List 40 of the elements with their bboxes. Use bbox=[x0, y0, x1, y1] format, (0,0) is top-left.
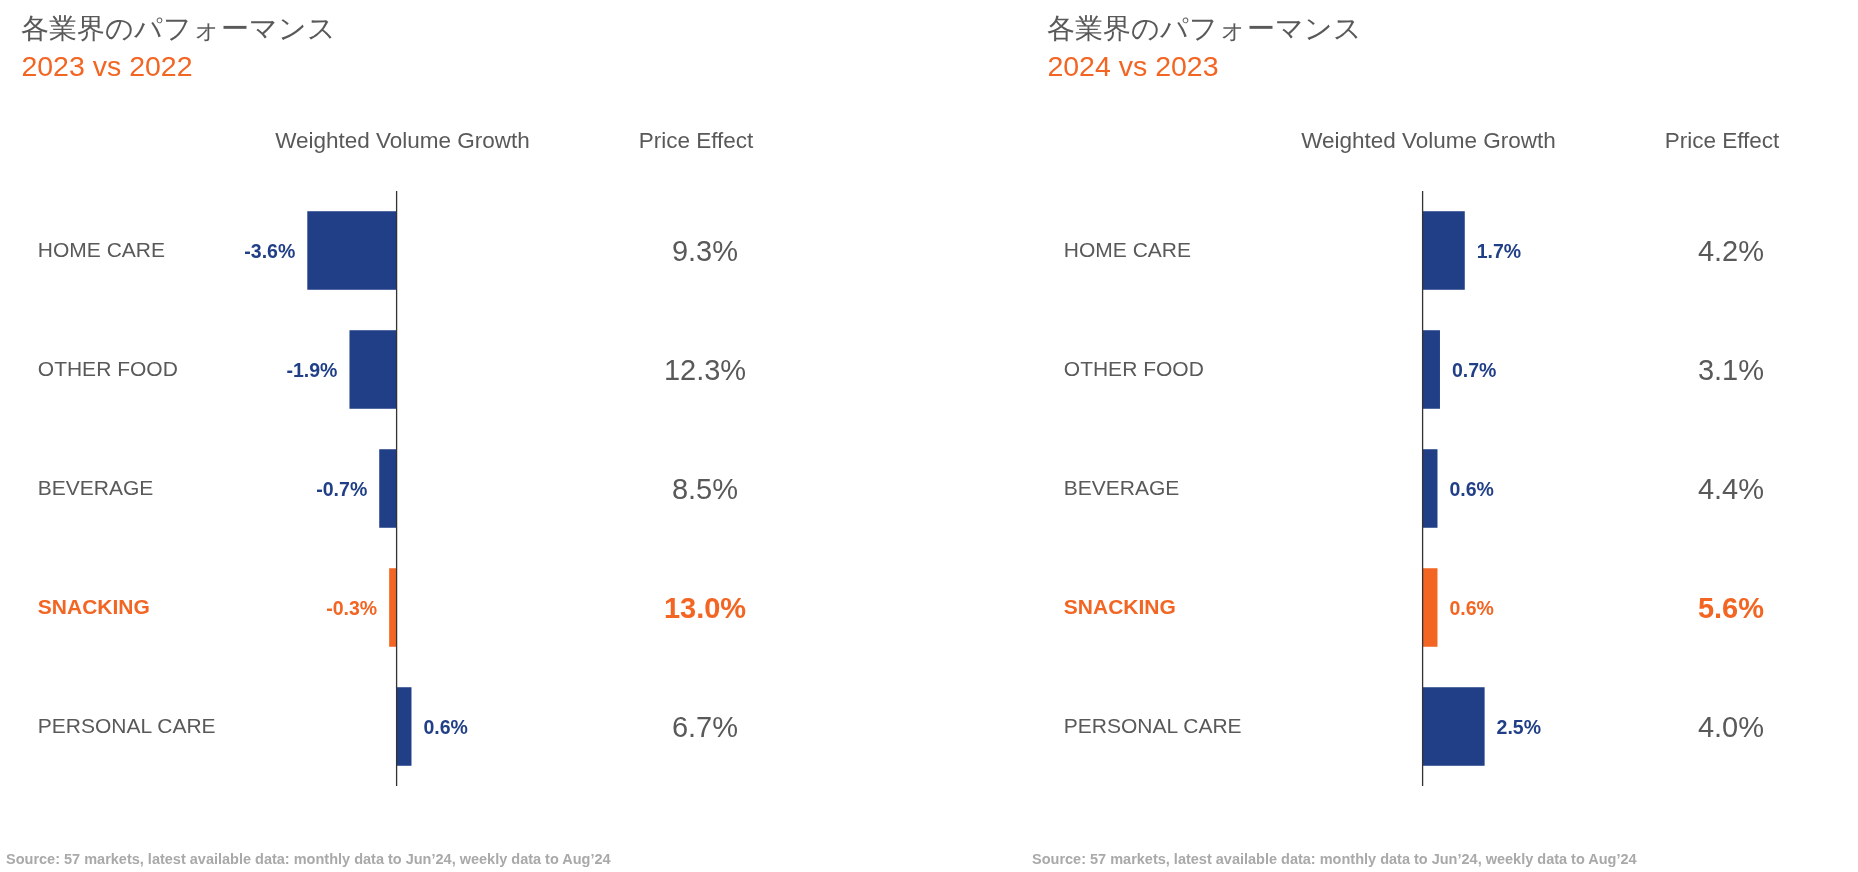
data-label: 0.6% bbox=[423, 715, 468, 738]
chart-title: 各業界のパフォーマンス bbox=[21, 13, 337, 44]
data-label: 4.2% bbox=[1697, 234, 1765, 267]
y-tick-label: SNACKING bbox=[37, 595, 150, 618]
data-label: -1.9% bbox=[286, 358, 338, 381]
data-label: 8.5% bbox=[671, 472, 739, 505]
y-tick-label: HOME CARE bbox=[1063, 238, 1191, 261]
y-tick-label: BEVERAGE bbox=[1063, 476, 1180, 499]
chart-subtitle: 2023 vs 2022 bbox=[21, 49, 193, 82]
data-label: -3.6% bbox=[244, 239, 296, 262]
source-note: Source: 57 markets, latest available data: monthly data to Jun’24, weekly data to Aug’24 bbox=[6, 851, 611, 867]
y-tick-label: BEVERAGE bbox=[37, 476, 154, 499]
data-label: 2.5% bbox=[1496, 715, 1542, 738]
y-tick-label: OTHER FOOD bbox=[1063, 357, 1204, 380]
data-label: 13.0% bbox=[663, 591, 747, 624]
x-axis-title: Weighted Volume Growth bbox=[1301, 128, 1556, 153]
x-axis-title: Weighted Volume Growth bbox=[275, 128, 530, 153]
data-label: 4.4% bbox=[1697, 472, 1765, 505]
data-label: 6.7% bbox=[671, 710, 739, 743]
y-tick-label: HOME CARE bbox=[37, 238, 165, 261]
source-note: Source: 57 markets, latest available data: monthly data to Jun’24, weekly data to Aug’24 bbox=[1032, 851, 1637, 867]
data-label: 1.7% bbox=[1476, 239, 1522, 262]
data-label: 0.7% bbox=[1451, 358, 1497, 381]
y-tick-label: SNACKING bbox=[1063, 595, 1176, 618]
chart-title: Price Effect bbox=[638, 128, 754, 153]
data-label: -0.7% bbox=[316, 477, 368, 500]
data-label: 9.3% bbox=[671, 234, 739, 267]
chart-subtitle: 2024 vs 2023 bbox=[1047, 49, 1219, 82]
data-label: -0.3% bbox=[326, 596, 378, 619]
data-label: 0.6% bbox=[1449, 477, 1494, 500]
chart-title: Price Effect bbox=[1664, 128, 1780, 153]
data-label: 4.0% bbox=[1697, 710, 1765, 743]
data-label: 0.6% bbox=[1449, 596, 1494, 619]
data-label: 12.3% bbox=[663, 353, 747, 386]
data-label: 5.6% bbox=[1697, 591, 1765, 624]
y-tick-label: PERSONAL CARE bbox=[37, 714, 216, 737]
data-label: 3.1% bbox=[1697, 353, 1765, 386]
y-tick-label: OTHER FOOD bbox=[37, 357, 178, 380]
y-tick-label: PERSONAL CARE bbox=[1063, 714, 1242, 737]
chart-title: 各業界のパフォーマンス bbox=[1047, 13, 1363, 44]
